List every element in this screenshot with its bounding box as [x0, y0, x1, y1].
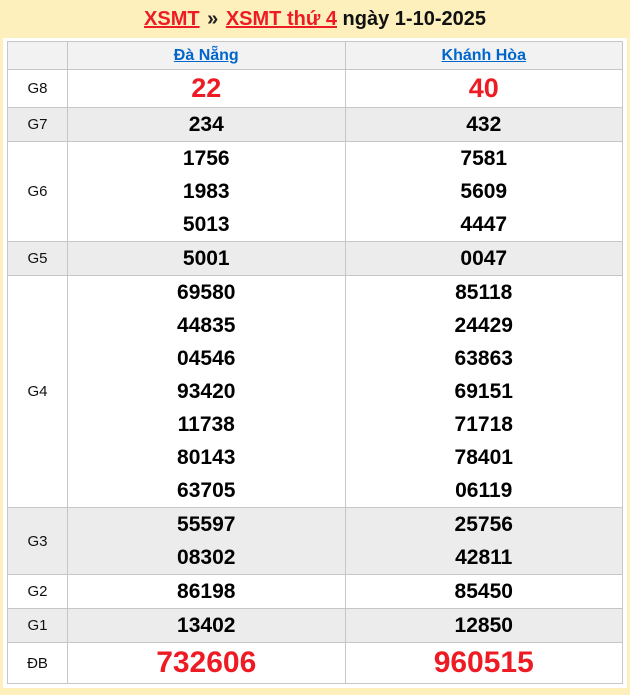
- page-title: XSMT » XSMT thứ 4 ngày 1-10-2025: [0, 0, 630, 38]
- prize-number: 40: [468, 73, 499, 103]
- prize-number: 5609: [460, 180, 508, 203]
- g4-khanh-hoa-cell: 85118 24429 63863 69151 71718 78401 0611…: [344, 275, 623, 508]
- prize-number: 85118: [455, 281, 513, 304]
- table-row-g7: G7 234 432: [7, 107, 623, 142]
- prize-number: 08302: [177, 546, 236, 569]
- g6-da-nang-cell: 1756 1983 5013: [67, 141, 346, 242]
- prize-number: 24429: [454, 314, 513, 337]
- prize-number: 12850: [454, 614, 513, 637]
- prize-number: 13402: [177, 614, 236, 637]
- prize-number: 80143: [177, 446, 236, 469]
- g1-khanh-hoa-cell: 12850: [344, 608, 623, 643]
- column-header-khanh-hoa: Khánh Hòa: [344, 41, 623, 70]
- prize-label-g4: G4: [7, 275, 68, 508]
- prize-label-g1: G1: [7, 608, 68, 643]
- prize-number: 63863: [454, 347, 513, 370]
- prize-number: 63705: [177, 479, 236, 502]
- da-nang-link[interactable]: Đà Nẵng: [173, 46, 239, 64]
- table-row-g2: G2 86198 85450: [7, 574, 623, 609]
- prize-number: 93420: [177, 380, 236, 403]
- db-khanh-hoa-cell: 960515: [344, 642, 623, 684]
- prize-number: 42811: [455, 546, 513, 569]
- prize-number: 44835: [177, 314, 236, 337]
- prize-number: 69151: [454, 380, 513, 403]
- prize-number: 25756: [454, 513, 513, 536]
- prize-label-g7: G7: [7, 107, 68, 142]
- table-header-row: Đà Nẵng Khánh Hòa: [7, 41, 623, 70]
- prize-label-db: ĐB: [7, 642, 68, 684]
- g3-khanh-hoa-cell: 25756 42811: [344, 507, 623, 575]
- g5-da-nang-cell: 5001: [67, 241, 346, 276]
- prize-number: 7581: [460, 147, 508, 170]
- prize-number: 732606: [156, 646, 257, 679]
- g7-khanh-hoa-cell: 432: [344, 107, 623, 142]
- prize-label-g2: G2: [7, 574, 68, 609]
- table-row-g4: G4 69580 44835 04546 93420 11738 80143 6…: [7, 275, 623, 508]
- column-header-da-nang: Đà Nẵng: [67, 41, 346, 70]
- khanh-hoa-link[interactable]: Khánh Hòa: [441, 46, 526, 64]
- prize-number: 69580: [177, 281, 236, 304]
- db-da-nang-cell: 732606: [67, 642, 346, 684]
- prize-number: 1983: [182, 180, 230, 203]
- g2-khanh-hoa-cell: 85450: [344, 574, 623, 609]
- prize-label-g8: G8: [7, 69, 68, 108]
- prize-number: 960515: [433, 646, 534, 679]
- prize-number: 04546: [177, 347, 236, 370]
- prize-number: 5001: [182, 247, 230, 270]
- table-row-g5: G5 5001 0047: [7, 241, 623, 276]
- results-table: Đà Nẵng Khánh Hòa G8 22 40 G7 23: [7, 41, 623, 684]
- g8-da-nang-cell: 22: [67, 69, 346, 108]
- prize-number: 55597: [177, 513, 236, 536]
- prize-number: 1756: [182, 147, 230, 170]
- prize-number: 22: [191, 73, 222, 103]
- prize-number: 86198: [177, 580, 236, 603]
- g3-da-nang-cell: 55597 08302: [67, 507, 346, 575]
- prize-label-g6: G6: [7, 141, 68, 242]
- table-row-g8: G8 22 40: [7, 69, 623, 108]
- g5-khanh-hoa-cell: 0047: [344, 241, 623, 276]
- prize-number: 432: [466, 113, 502, 136]
- prize-number: 234: [188, 113, 224, 136]
- prize-label-g5: G5: [7, 241, 68, 276]
- g8-khanh-hoa-cell: 40: [344, 69, 623, 108]
- table-row-db: ĐB 732606 960515: [7, 642, 623, 684]
- prize-number: 0047: [460, 247, 508, 270]
- prize-number: 11738: [177, 413, 235, 436]
- breadcrumb-separator: »: [207, 8, 219, 30]
- prize-number: 06119: [455, 479, 513, 502]
- prize-number: 85450: [454, 580, 513, 603]
- table-row-g3: G3 55597 08302 25756 42811: [7, 507, 623, 575]
- prize-number: 71718: [454, 413, 513, 436]
- xsmt-link[interactable]: XSMT: [144, 8, 200, 30]
- prize-number: 78401: [454, 446, 513, 469]
- prize-number: 4447: [460, 213, 508, 236]
- table-row-g1: G1 13402 12850: [7, 608, 623, 643]
- g6-khanh-hoa-cell: 7581 5609 4447: [344, 141, 623, 242]
- prize-number: 5013: [182, 213, 230, 236]
- results-panel: Đà Nẵng Khánh Hòa G8 22 40 G7 23: [3, 38, 627, 688]
- g4-da-nang-cell: 69580 44835 04546 93420 11738 80143 6370…: [67, 275, 346, 508]
- xsmt-thu4-link[interactable]: XSMT thứ 4: [225, 8, 337, 30]
- g1-da-nang-cell: 13402: [67, 608, 346, 643]
- corner-cell: [7, 41, 68, 70]
- prize-label-g3: G3: [7, 507, 68, 575]
- table-row-g6: G6 1756 1983 5013 7581 5609 4447: [7, 141, 623, 242]
- g7-da-nang-cell: 234: [67, 107, 346, 142]
- draw-date: ngày 1-10-2025: [342, 8, 486, 30]
- g2-da-nang-cell: 86198: [67, 574, 346, 609]
